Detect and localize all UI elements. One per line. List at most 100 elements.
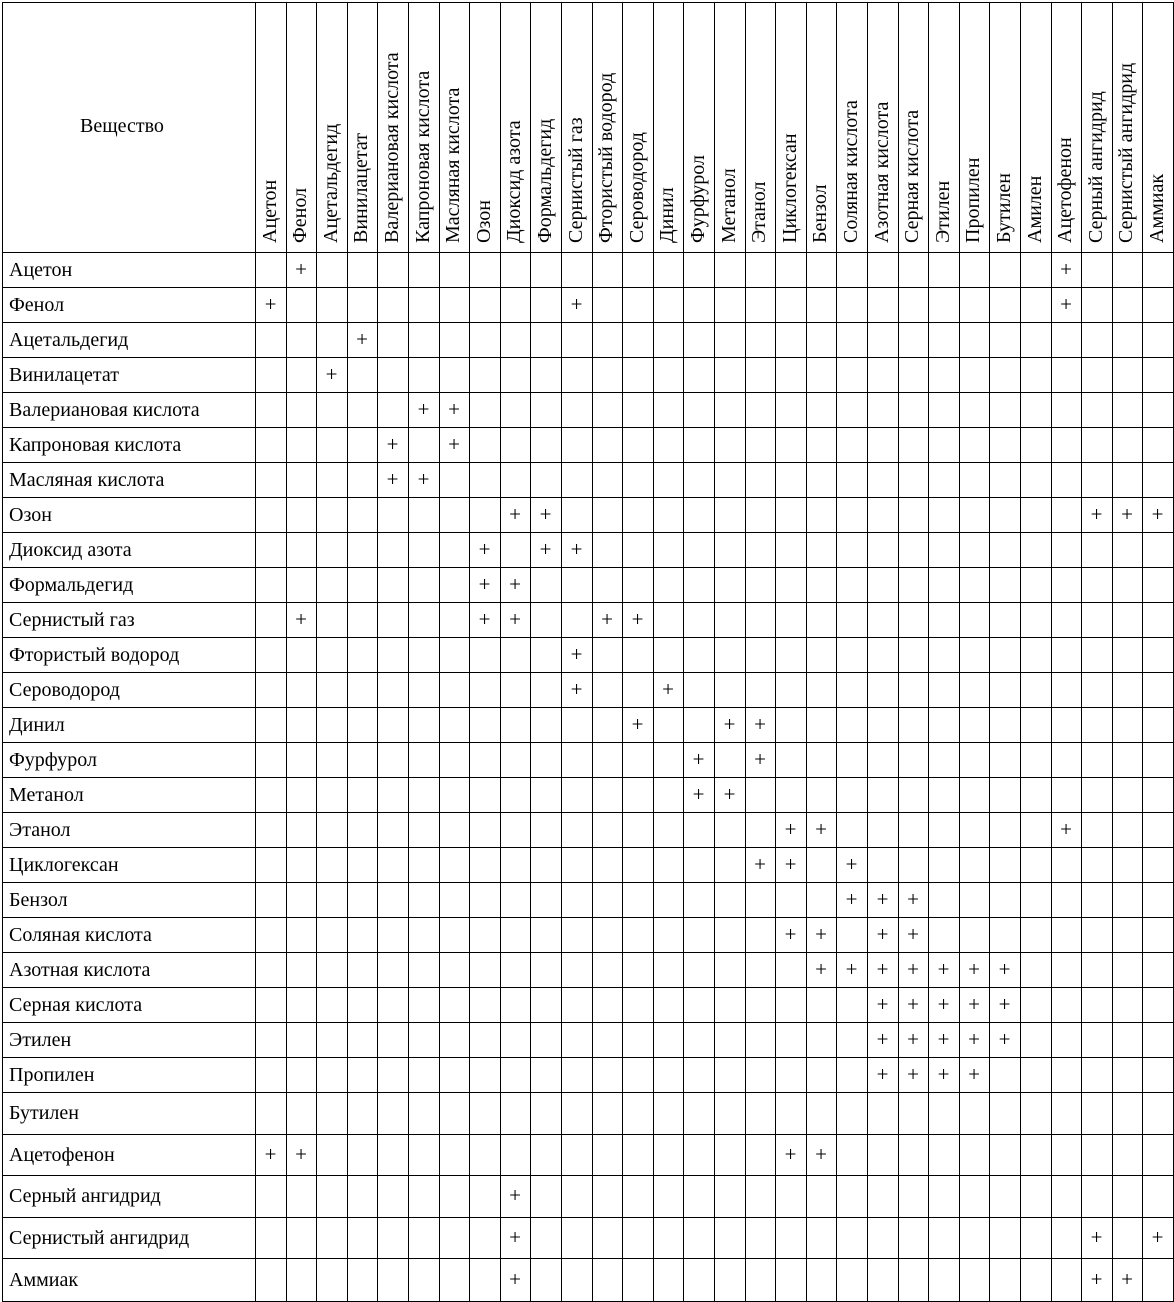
column-header: Амилен <box>1024 175 1046 243</box>
row-label: Аммиак <box>9 1269 79 1291</box>
compatibility-mark: + <box>448 432 460 456</box>
grid-line-vertical <box>592 2 593 1302</box>
row-label: Метанол <box>9 784 84 806</box>
grid-line-horizontal <box>2 1258 1174 1259</box>
compatibility-mark: + <box>295 1142 307 1166</box>
compatibility-mark: + <box>907 887 919 911</box>
compatibility-mark: + <box>570 292 583 316</box>
column-header: Серная кислота <box>901 109 923 243</box>
grid-line-horizontal <box>2 1175 1174 1176</box>
row-label: Соляная кислота <box>9 924 152 946</box>
grid-line-horizontal <box>2 567 1174 568</box>
grid-line-vertical <box>1081 2 1082 1302</box>
compatibility-mark: + <box>417 467 430 491</box>
column-header: Соляная кислота <box>840 100 862 243</box>
grid-line-vertical <box>1142 2 1143 1302</box>
grid-line-horizontal <box>2 882 1174 883</box>
row-label: Этанол <box>9 819 71 841</box>
compatibility-mark: + <box>876 992 889 1016</box>
row-label: Бензол <box>9 889 68 911</box>
grid-line-horizontal <box>2 987 1174 988</box>
compatibility-mark: + <box>478 607 491 631</box>
compatibility-mark: + <box>784 922 797 946</box>
row-label: Сернистый газ <box>9 609 135 631</box>
column-header: Ацетальдегид <box>320 123 342 243</box>
column-header: Бензол <box>809 184 831 243</box>
grid-line-horizontal <box>2 707 1174 708</box>
column-header: Этилен <box>932 180 954 243</box>
grid-line-horizontal <box>2 357 1174 358</box>
row-label: Валериановая кислота <box>9 399 200 421</box>
compatibility-mark: + <box>509 1267 521 1291</box>
compatibility-mark: + <box>968 1027 980 1051</box>
grid-line-horizontal <box>2 532 1174 533</box>
grid-line-horizontal <box>2 1022 1174 1023</box>
compatibility-mark: + <box>937 992 950 1016</box>
column-header: Циклогексан <box>779 133 801 243</box>
grid-line-horizontal <box>2 2 1174 3</box>
compatibility-mark: + <box>570 642 583 666</box>
compatibility-mark: + <box>723 782 736 806</box>
grid-line-horizontal <box>2 952 1174 953</box>
grid-line-horizontal <box>2 1057 1174 1058</box>
corner-header-label: Вещество <box>80 115 164 137</box>
compatibility-mark: + <box>815 817 827 841</box>
compatibility-mark: + <box>907 1062 919 1086</box>
compatibility-mark: + <box>295 257 307 281</box>
compatibility-mark: + <box>937 1027 950 1051</box>
compatibility-mark: + <box>907 922 919 946</box>
compatibility-mark: + <box>325 362 338 386</box>
compatibility-mark: + <box>845 852 858 876</box>
compatibility-mark: + <box>509 1225 521 1249</box>
compatibility-mark: + <box>264 292 277 316</box>
compatibility-mark: + <box>876 1062 889 1086</box>
compatibility-mark: + <box>509 572 521 596</box>
row-label: Циклогексан <box>9 854 119 876</box>
compatibility-mark: + <box>754 852 766 876</box>
compatibility-mark: + <box>539 502 552 526</box>
compatibility-mark: + <box>386 467 399 491</box>
column-header: Азотная кислота <box>871 101 893 243</box>
compatibility-mark: + <box>631 607 644 631</box>
grid-line-vertical <box>836 2 837 1302</box>
grid-line-horizontal <box>2 392 1174 393</box>
grid-line-horizontal <box>2 847 1174 848</box>
column-header: Фурфурол <box>687 155 709 243</box>
grid-line-horizontal <box>2 602 1174 603</box>
grid-line-vertical <box>530 2 531 1302</box>
grid-line-vertical <box>806 2 807 1302</box>
column-header: Сернистый ангидрид <box>1115 62 1137 243</box>
row-label: Этилен <box>9 1029 72 1051</box>
compatibility-mark: + <box>998 957 1011 981</box>
compatibility-mark: + <box>876 922 889 946</box>
row-label: Винилацетат <box>9 364 119 386</box>
compatibility-mark: + <box>692 747 705 771</box>
column-header: Ацетофенон <box>1054 137 1076 243</box>
compatibility-mark: + <box>448 397 460 421</box>
grid-line-horizontal <box>2 322 1174 323</box>
row-label: Ацетальдегид <box>9 329 129 351</box>
column-header: Масляная кислота <box>442 87 464 243</box>
column-header: Капроновая кислота <box>412 70 434 243</box>
column-header: Серный ангидрид <box>1085 91 1107 243</box>
column-header: Аммиак <box>1146 173 1168 243</box>
row-label: Сероводород <box>9 679 120 701</box>
grid-line-horizontal <box>2 252 1174 253</box>
compatibility-mark: + <box>386 432 399 456</box>
compatibility-mark: + <box>478 572 491 596</box>
compatibility-mark: + <box>876 957 889 981</box>
row-label: Динил <box>9 714 65 736</box>
grid-line-vertical <box>255 2 256 1302</box>
grid-line-horizontal <box>2 637 1174 638</box>
compatibility-mark: + <box>937 1062 950 1086</box>
compatibility-mark: + <box>1121 502 1133 526</box>
column-header: Бутилен <box>993 173 1015 243</box>
grid-line-horizontal <box>2 672 1174 673</box>
grid-line-vertical <box>2 2 3 1302</box>
grid-line-vertical <box>377 2 378 1302</box>
grid-line-horizontal <box>2 1134 1174 1135</box>
compatibility-mark: + <box>968 957 980 981</box>
column-header: Динил <box>656 187 678 243</box>
grid-line-vertical <box>898 2 899 1302</box>
compatibility-mark: + <box>754 747 766 771</box>
